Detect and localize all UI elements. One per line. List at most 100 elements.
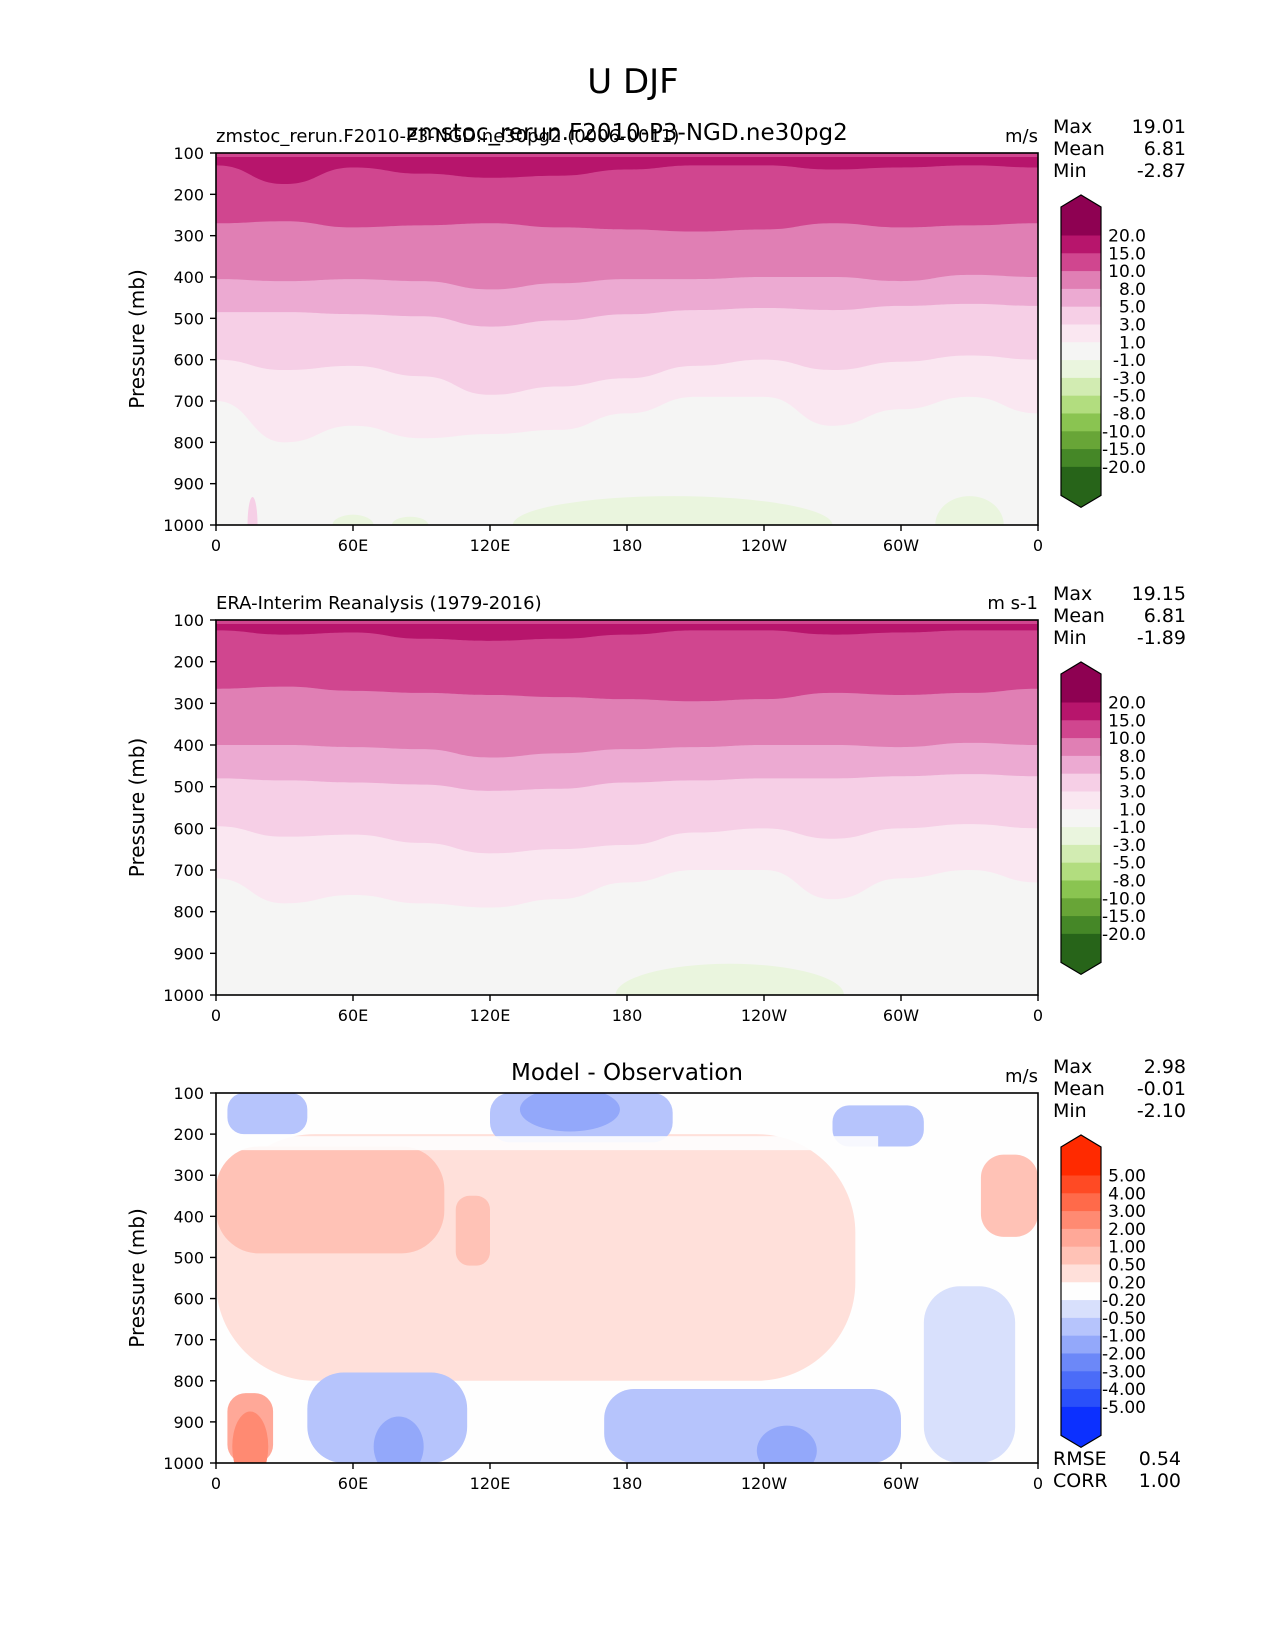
colorbar-tick-label: -4.00: [1102, 1380, 1146, 1400]
colorbar-tick-label: 15.0: [1108, 244, 1146, 264]
colorbar-segment: [1061, 809, 1101, 828]
y-tick-label: 1000: [163, 1454, 204, 1473]
y-tick-label: 700: [173, 1331, 204, 1350]
contour-band-15-20: [216, 153, 1038, 184]
colorbar-tick-label: 3.0: [1119, 315, 1146, 335]
x-tick-label: 120W: [741, 1474, 788, 1493]
colorbar-tick-label: 3.0: [1119, 782, 1146, 802]
stat-value: 6.81: [1144, 605, 1186, 627]
x-tick-label: 60E: [338, 536, 368, 555]
metric-value: 0.54: [1139, 1448, 1181, 1470]
x-tick-label: 120W: [741, 536, 788, 555]
contour-region-low-blue-60E: [307, 1372, 468, 1463]
colorbar-segment: [1061, 1175, 1101, 1194]
colorbar-segment: [1061, 738, 1101, 757]
colorbar-extend-min: [1061, 1406, 1101, 1448]
x-tick-label: 180: [612, 536, 643, 555]
colorbar-segment: [1061, 1371, 1101, 1390]
colorbar-tick-label: 2.00: [1108, 1220, 1146, 1240]
contour-core-negative: [519, 1093, 620, 1132]
colorbar-tick-label: -10.0: [1102, 422, 1146, 442]
colorbar-tick-label: -5.00: [1102, 1398, 1146, 1418]
x-tick-label: 60E: [338, 1474, 368, 1493]
colorbar-tick-label: -8.0: [1113, 871, 1146, 891]
stat-label: Min: [1053, 1100, 1087, 1122]
y-tick-label: 200: [173, 653, 204, 672]
contour-core-positive: [232, 1411, 269, 1463]
panel-title-center: Model - Observation: [511, 1060, 743, 1086]
colorbar-segment: [1061, 1246, 1101, 1265]
colorbar-tick-label: -1.0: [1113, 818, 1146, 838]
colorbar-tick-label: 3.00: [1108, 1202, 1146, 1222]
figure-title: U DJF: [587, 62, 678, 102]
colorbar-tick-label: 10.0: [1108, 729, 1146, 749]
colorbar-tick-label: -1.0: [1113, 351, 1146, 371]
x-tick-label: 180: [612, 1474, 643, 1493]
y-tick-label: 800: [173, 433, 204, 452]
y-tick-label: 500: [173, 1248, 204, 1267]
y-tick-label: 100: [173, 144, 204, 163]
colorbar-segment: [1061, 1228, 1101, 1248]
colorbar-segment: [1061, 235, 1101, 254]
colorbar-segment: [1061, 827, 1101, 846]
colorbar-extend-max: [1061, 195, 1101, 236]
colorbar-tick-label: -15.0: [1102, 907, 1146, 927]
colorbar-tick-label: -3.00: [1102, 1362, 1146, 1382]
colorbar-tick-label: 5.00: [1108, 1166, 1146, 1186]
colorbar-outline: [1060, 194, 1102, 509]
contour-zero-gap: [216, 1136, 879, 1151]
panel-title-left: ERA-Interim Reanalysis (1979-2016): [216, 593, 542, 614]
colorbar-tick-label: -8.0: [1113, 404, 1146, 424]
colorbar-segment: [1061, 1335, 1101, 1354]
colorbar-tick-label: -3.0: [1113, 369, 1146, 389]
colorbar-tick-label: 5.0: [1119, 298, 1146, 318]
colorbar-segment: [1061, 324, 1101, 343]
colorbar-tick-label: 0.20: [1108, 1273, 1146, 1293]
y-tick-label: 600: [173, 351, 204, 370]
colorbar-segment: [1061, 1389, 1101, 1408]
metric-label: CORR: [1053, 1470, 1108, 1492]
stat-value: 19.15: [1132, 583, 1186, 605]
x-tick-label: 180: [612, 1006, 643, 1025]
stat-label: Mean: [1053, 138, 1105, 160]
colorbar-segment: [1061, 916, 1101, 935]
y-tick-label: 600: [173, 1290, 204, 1309]
colorbar-segment: [1061, 880, 1101, 899]
contour-band-top-cap: [216, 620, 1038, 624]
contour-field: [216, 1093, 1038, 1463]
colorbar-tick-label: -3.0: [1113, 836, 1146, 856]
colorbar-tick-label: -0.50: [1102, 1309, 1146, 1329]
colorbar-segment: [1061, 791, 1101, 810]
colorbar-tick-label: -5.0: [1113, 854, 1146, 874]
x-tick-label: 120W: [741, 1006, 788, 1025]
x-tick-label: 120E: [470, 1006, 511, 1025]
colorbar-tick-label: 4.00: [1108, 1184, 1146, 1204]
contour-blob-positive: [247, 497, 258, 525]
x-tick-label: 0: [1033, 1006, 1043, 1025]
colorbar-segment: [1061, 702, 1101, 721]
y-tick-label: 200: [173, 185, 204, 204]
colorbar-segment: [1061, 306, 1101, 325]
x-tick-label: 60E: [338, 1006, 368, 1025]
colorbar-extend-min: [1061, 466, 1101, 508]
y-tick-label: 600: [173, 819, 204, 838]
panel-title-right: m s-1: [987, 593, 1038, 614]
y-tick-label: 400: [173, 736, 204, 755]
colorbar-segment: [1061, 1211, 1101, 1230]
contour-region-mid-red-120E: [455, 1195, 490, 1266]
colorbar-outline: [1060, 661, 1102, 976]
stat-value: 6.81: [1144, 138, 1186, 160]
x-tick-label: 0: [211, 1006, 221, 1025]
y-tick-label: 900: [173, 944, 204, 963]
y-tick-label: 1000: [163, 516, 204, 535]
colorbar-segment: [1061, 755, 1101, 775]
contour-band-15-20: [216, 620, 1038, 641]
y-axis-label: Pressure (mb): [125, 1208, 149, 1348]
colorbar: 20.015.010.08.05.03.01.0-1.0-3.0-5.0-8.0…: [1060, 194, 1146, 509]
y-tick-label: 700: [173, 392, 204, 411]
colorbar-extend-max: [1061, 662, 1101, 703]
stat-value: 19.01: [1132, 116, 1186, 138]
colorbar-segment: [1061, 898, 1101, 917]
x-tick-label: 0: [1033, 1474, 1043, 1493]
